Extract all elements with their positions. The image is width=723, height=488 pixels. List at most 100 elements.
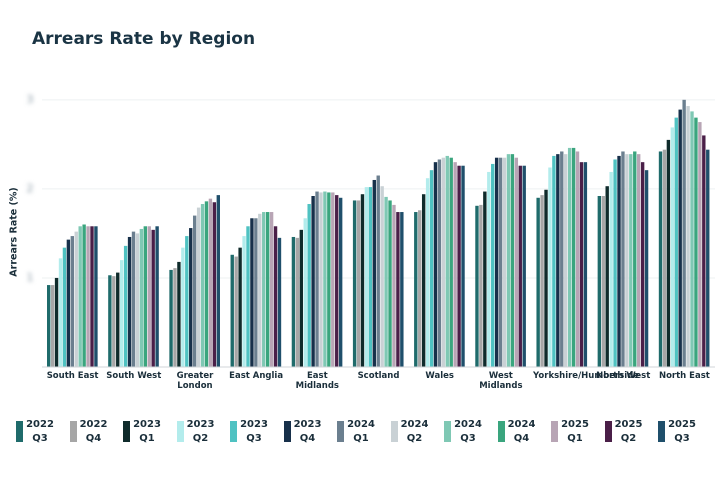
bar bbox=[311, 196, 315, 367]
x-tick-label: East Midlands bbox=[295, 371, 339, 391]
legend-label: 2024 Q1 bbox=[347, 419, 375, 444]
bar bbox=[674, 117, 678, 367]
bar bbox=[185, 236, 189, 367]
bar bbox=[119, 260, 124, 367]
y-tick-label: 3 bbox=[27, 93, 34, 106]
bar bbox=[637, 154, 641, 367]
bar bbox=[629, 154, 633, 367]
legend-label: 2024 Q3 bbox=[454, 419, 482, 444]
x-tick-label: South West bbox=[106, 371, 162, 381]
bar bbox=[238, 247, 242, 367]
bar bbox=[254, 218, 258, 367]
legend-label: 2024 Q4 bbox=[507, 419, 536, 444]
bar bbox=[453, 162, 457, 367]
legend-label: 2025 Q2 bbox=[614, 419, 643, 444]
x-tick-label: East Anglia bbox=[229, 371, 284, 381]
bar bbox=[303, 218, 307, 367]
x-tick-label: Yorkshire/Humberside bbox=[533, 371, 640, 381]
legend-swatch bbox=[390, 421, 398, 442]
x-tick-label: South East bbox=[46, 371, 99, 381]
bar bbox=[483, 191, 487, 367]
legend-swatch bbox=[551, 421, 558, 442]
bar bbox=[644, 170, 649, 367]
bar bbox=[250, 218, 254, 367]
legend-swatch bbox=[658, 421, 665, 442]
bar bbox=[50, 285, 55, 367]
bar bbox=[491, 163, 495, 367]
bar bbox=[269, 212, 274, 367]
legend-label: 2023 Q1 bbox=[133, 419, 161, 444]
bar bbox=[479, 204, 483, 367]
bar bbox=[621, 151, 625, 367]
bar bbox=[262, 212, 266, 367]
bar bbox=[372, 179, 376, 367]
bar bbox=[331, 192, 335, 367]
legend-swatch bbox=[337, 421, 344, 442]
bar bbox=[47, 285, 51, 367]
bar bbox=[686, 106, 690, 367]
bar bbox=[518, 165, 522, 367]
bar bbox=[640, 162, 645, 367]
legend-swatch bbox=[69, 421, 77, 442]
bar bbox=[609, 171, 613, 367]
bar bbox=[400, 212, 404, 367]
bar bbox=[666, 139, 671, 367]
bar bbox=[307, 204, 311, 367]
bar bbox=[242, 236, 246, 367]
bar bbox=[567, 147, 572, 367]
bar bbox=[151, 229, 155, 367]
bar bbox=[139, 228, 144, 367]
bar bbox=[208, 198, 213, 367]
bar bbox=[560, 151, 564, 367]
bar bbox=[392, 204, 396, 367]
bar bbox=[143, 226, 148, 367]
bar bbox=[315, 191, 319, 367]
bar bbox=[212, 202, 217, 367]
bar bbox=[613, 159, 617, 367]
bar bbox=[319, 192, 323, 367]
bar bbox=[116, 272, 120, 367]
bar bbox=[678, 109, 682, 367]
bar bbox=[112, 276, 116, 367]
chart: Arrears Rate by Region Arrears Rate (%) … bbox=[9, 29, 715, 368]
bar bbox=[601, 196, 605, 367]
legend-label: 2025 Q1 bbox=[561, 419, 589, 444]
bar bbox=[694, 117, 698, 367]
bar bbox=[633, 151, 637, 367]
bar bbox=[437, 159, 442, 367]
bar bbox=[86, 226, 90, 367]
bar bbox=[352, 200, 357, 367]
bar bbox=[192, 215, 197, 367]
bar bbox=[706, 149, 710, 367]
y-tick-label: 1 bbox=[27, 271, 34, 284]
bar bbox=[506, 154, 511, 367]
bar bbox=[299, 229, 303, 367]
bar bbox=[234, 256, 238, 367]
x-tick-label: North East bbox=[658, 371, 710, 381]
bar bbox=[246, 226, 250, 367]
bar bbox=[94, 226, 98, 367]
bar bbox=[131, 231, 136, 367]
bar bbox=[335, 195, 339, 367]
bar bbox=[376, 175, 380, 367]
bar bbox=[265, 212, 270, 367]
legend-item: 2025 Q3 bbox=[658, 418, 712, 446]
bar bbox=[514, 157, 519, 367]
legend-label: 2023 Q2 bbox=[186, 419, 215, 444]
bar bbox=[360, 194, 365, 367]
bar bbox=[70, 236, 75, 367]
bar bbox=[277, 237, 282, 367]
bar bbox=[498, 157, 503, 367]
x-tick-label: West Midlands bbox=[479, 371, 523, 391]
bar bbox=[155, 226, 159, 367]
x-tick-label: Greater London bbox=[176, 371, 214, 391]
legend-swatch bbox=[16, 421, 23, 442]
bar bbox=[544, 189, 548, 367]
bar bbox=[147, 226, 151, 367]
bar bbox=[200, 204, 205, 367]
bar bbox=[449, 157, 453, 367]
bar bbox=[445, 155, 449, 367]
bar bbox=[169, 269, 173, 367]
bar bbox=[338, 197, 343, 367]
legend-item: 2022 Q3 bbox=[16, 418, 70, 446]
